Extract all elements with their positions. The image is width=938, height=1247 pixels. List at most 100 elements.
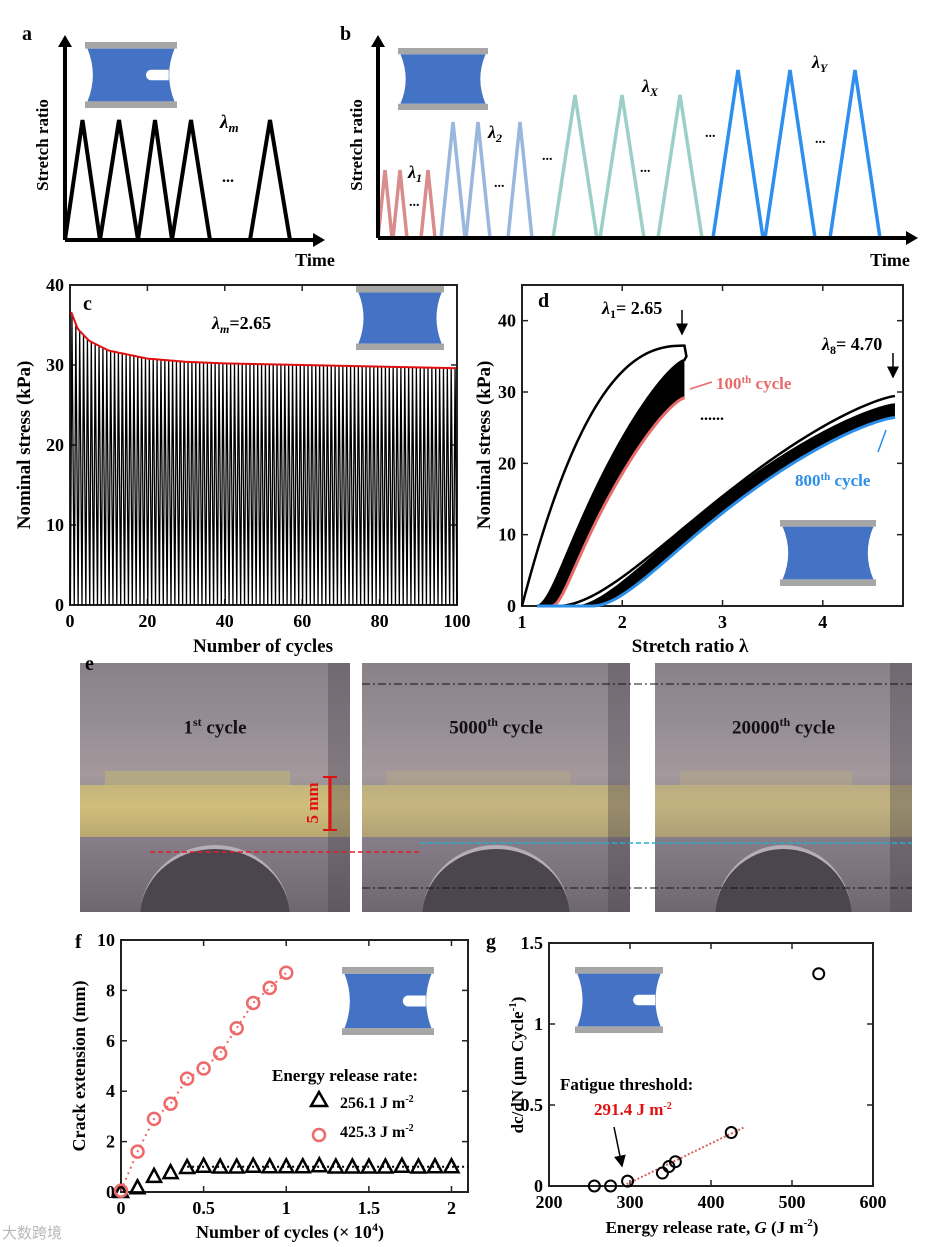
panel-label-d: d — [538, 290, 549, 312]
cycle-triangle — [419, 169, 437, 239]
cycle-100-annotation: 100th cycle — [716, 374, 792, 393]
photo-label: 5000th cycle — [449, 715, 543, 739]
x-tick-label: 0 — [66, 611, 75, 631]
cycle-band-lambda1 — [537, 359, 685, 606]
data-point-circle — [229, 1020, 244, 1036]
data-point-triangle — [310, 1155, 329, 1173]
panel-label-b: b — [340, 23, 351, 45]
data-point-circle — [196, 1061, 211, 1076]
data-point-circle — [278, 965, 294, 981]
data-point-triangle — [359, 1156, 378, 1174]
y-tick-label: 20 — [46, 435, 64, 455]
ylabel-b: Stretch ratio — [347, 99, 366, 191]
ellipsis: ... — [409, 195, 420, 210]
fatigue-threshold-value: 291.4 J m-2 — [594, 1100, 672, 1119]
data-point-circle — [621, 1174, 635, 1188]
x-tick-label: 600 — [860, 1192, 887, 1212]
x-tick-label: 1.5 — [358, 1198, 381, 1218]
cycle-triangle — [391, 169, 409, 239]
specimen-inset-icon — [575, 967, 663, 1033]
lambda-1-label: λ1 — [407, 162, 422, 185]
x-tick-label: 0.5 — [192, 1198, 215, 1218]
peak-envelope-series — [70, 311, 457, 370]
y-tick-label: 30 — [498, 382, 516, 402]
y-tick-label: 6 — [106, 1031, 115, 1051]
cycle-triangle — [656, 94, 704, 239]
x-axis-label: Stretch ratio λ — [632, 636, 749, 657]
y-tick-label: 10 — [498, 525, 516, 545]
x-axis-label-part: (J m — [767, 1218, 804, 1237]
panel-label-f: f — [75, 931, 82, 953]
y-tick-label: 4 — [106, 1081, 115, 1101]
clamp-bottom — [398, 103, 488, 110]
clamp-bottom — [85, 101, 177, 108]
y-axis-label: dc/dN (μm Cycle-1) — [507, 997, 527, 1134]
clamp-top — [356, 286, 444, 293]
arrow-threshold — [613, 1126, 626, 1168]
x-axis-label-part: Energy release rate, — [606, 1218, 755, 1237]
clamp-bottom — [342, 1028, 434, 1035]
data-point-triangle — [343, 1156, 362, 1174]
data-point-triangle — [392, 1156, 411, 1174]
data-point-triangle — [425, 1156, 445, 1174]
data-point-triangle — [178, 1157, 197, 1175]
x-axis-label-part: ) — [378, 1222, 384, 1243]
ellipsis: ... — [494, 176, 505, 191]
y-tick-label: 0 — [106, 1182, 115, 1202]
x-tick-label: 20 — [138, 611, 156, 631]
y-axis-label: Nominal stress (kPa) — [474, 361, 495, 530]
data-point-circle — [212, 1046, 228, 1061]
x-tick-label: 60 — [293, 611, 311, 631]
data-point-triangle — [244, 1156, 263, 1174]
photo-label: 20000th cycle — [732, 715, 835, 739]
specimen-body — [400, 54, 486, 104]
y-axis-label: Crack extension (mm) — [69, 981, 90, 1152]
legend-triangle-marker — [308, 1089, 330, 1108]
arrow-cycle-800 — [877, 429, 887, 453]
x-axis-label: Number of cycles — [193, 636, 333, 657]
y-axis-label-part: ) — [508, 997, 527, 1003]
data-point-triangle — [144, 1166, 164, 1184]
crack-notch — [633, 994, 656, 1006]
panel-label-c: c — [83, 293, 92, 315]
cycle-triangle — [598, 94, 646, 239]
cycle-band-lambda8 — [572, 403, 895, 606]
xlabel-b: Time — [870, 250, 910, 270]
ellipsis: ... — [222, 169, 234, 186]
specimen-inset-icon — [85, 42, 177, 108]
cycle-triangle — [711, 69, 765, 239]
y-tick-label: 10 — [97, 930, 115, 950]
clamp-top — [780, 520, 876, 527]
x-tick-label: 0 — [117, 1198, 126, 1218]
x-tick-label: 1 — [518, 612, 527, 632]
data-point-triangle — [293, 1156, 312, 1174]
stress-cycle-series — [69, 313, 458, 606]
x-tick-label: 1 — [282, 1198, 291, 1218]
y-tick-label: 10 — [46, 515, 64, 535]
x-tick-label: 4 — [818, 612, 827, 632]
specimen-inset-icon — [356, 286, 444, 350]
x-tick-label: 500 — [779, 1192, 806, 1212]
x-axis-label: Number of cycles (× 104) — [196, 1220, 384, 1243]
data-point-triangle — [409, 1156, 428, 1174]
x-tick-label: 2 — [618, 612, 627, 632]
cycle-800-curve — [537, 415, 896, 608]
xlabel-a: Time — [295, 250, 335, 270]
cycle-triangle — [376, 169, 394, 239]
cycle-triangle — [439, 121, 467, 239]
cycle-triangle — [248, 119, 292, 241]
plot-frame — [120, 939, 469, 1193]
specimen-body — [344, 973, 432, 1029]
y-tick-label: 8 — [106, 980, 115, 1000]
data-point-triangle — [194, 1156, 213, 1174]
data-point-triangle — [326, 1156, 345, 1174]
ellipsis: ... — [815, 132, 826, 147]
lambda-1-annotation: λ1= 2.65 — [601, 298, 662, 321]
y-tick-label: 2 — [106, 1132, 115, 1152]
cycle-triangle — [506, 121, 534, 239]
arrow-cycle-100 — [689, 381, 713, 390]
cycle-triangle — [63, 119, 102, 241]
crack-notch — [402, 995, 426, 1007]
lambda-8-annotation: λ8= 4.70 — [821, 334, 882, 357]
